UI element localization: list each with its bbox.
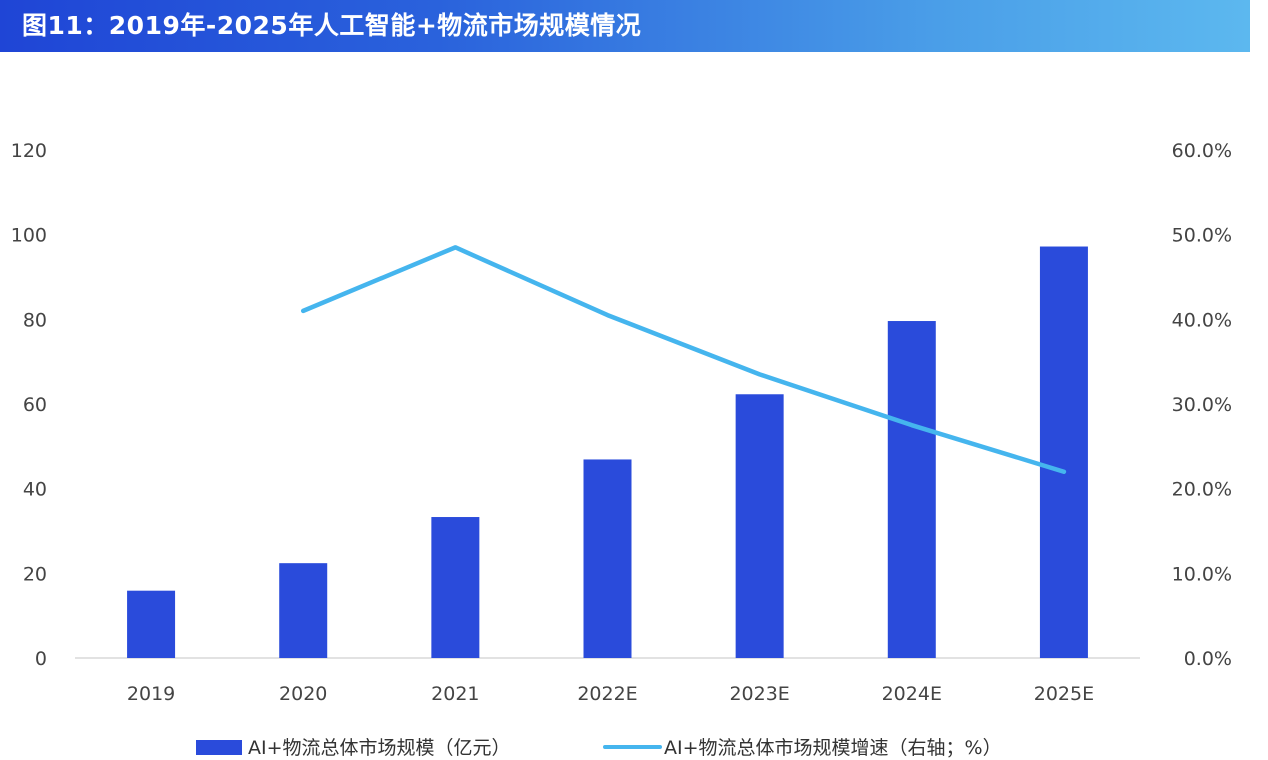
x-tick-label: 2023E xyxy=(729,683,789,705)
x-tick-label: 2022E xyxy=(577,683,637,705)
right-axis: 0.0% 10.0% 20.0% 30.0% 40.0% 50.0% 60.0% xyxy=(1172,140,1232,670)
bar xyxy=(431,517,480,658)
bar-series xyxy=(127,246,1088,658)
right-tick-label: 10.0% xyxy=(1172,563,1232,585)
title-banner: 图11：2019年-2025年人工智能+物流市场规模情况 xyxy=(0,0,1250,52)
right-tick-label: 40.0% xyxy=(1172,309,1232,331)
left-tick-label: 120 xyxy=(11,140,47,162)
growth-line xyxy=(300,245,1067,474)
x-tick-label: 2019 xyxy=(127,683,175,705)
right-tick-label: 30.0% xyxy=(1172,394,1232,416)
x-tick-label: 2021 xyxy=(431,683,479,705)
left-tick-label: 80 xyxy=(23,309,47,331)
bar xyxy=(279,563,328,658)
x-tick-label: 2020 xyxy=(279,683,327,705)
bar xyxy=(1039,246,1088,658)
x-axis: 2019 2020 2021 2022E 2023E 2024E 2025E xyxy=(127,683,1094,705)
legend-bar-label: AI+物流总体市场规模（亿元） xyxy=(248,737,511,759)
legend-bar-swatch xyxy=(196,740,242,755)
bar xyxy=(735,394,784,658)
bar xyxy=(583,459,632,658)
line-series xyxy=(300,245,1067,474)
left-tick-label: 100 xyxy=(11,225,47,247)
left-axis: 0 20 40 60 80 100 120 xyxy=(11,140,47,670)
left-tick-label: 60 xyxy=(23,394,47,416)
left-tick-label: 0 xyxy=(35,648,47,670)
legend: AI+物流总体市场规模（亿元） AI+物流总体市场规模增速（右轴；%） xyxy=(196,737,1002,759)
chart-title: 图11：2019年-2025年人工智能+物流市场规模情况 xyxy=(22,11,642,40)
x-tick-label: 2024E xyxy=(882,683,942,705)
bar xyxy=(127,590,176,658)
right-tick-label: 0.0% xyxy=(1184,648,1232,670)
left-tick-label: 40 xyxy=(23,479,47,501)
legend-line-label: AI+物流总体市场规模增速（右轴；%） xyxy=(664,737,1002,759)
right-tick-label: 60.0% xyxy=(1172,140,1232,162)
bar xyxy=(887,321,936,658)
right-tick-label: 50.0% xyxy=(1172,225,1232,247)
right-tick-label: 20.0% xyxy=(1172,479,1232,501)
x-tick-label: 2025E xyxy=(1034,683,1094,705)
left-tick-label: 20 xyxy=(23,563,47,585)
